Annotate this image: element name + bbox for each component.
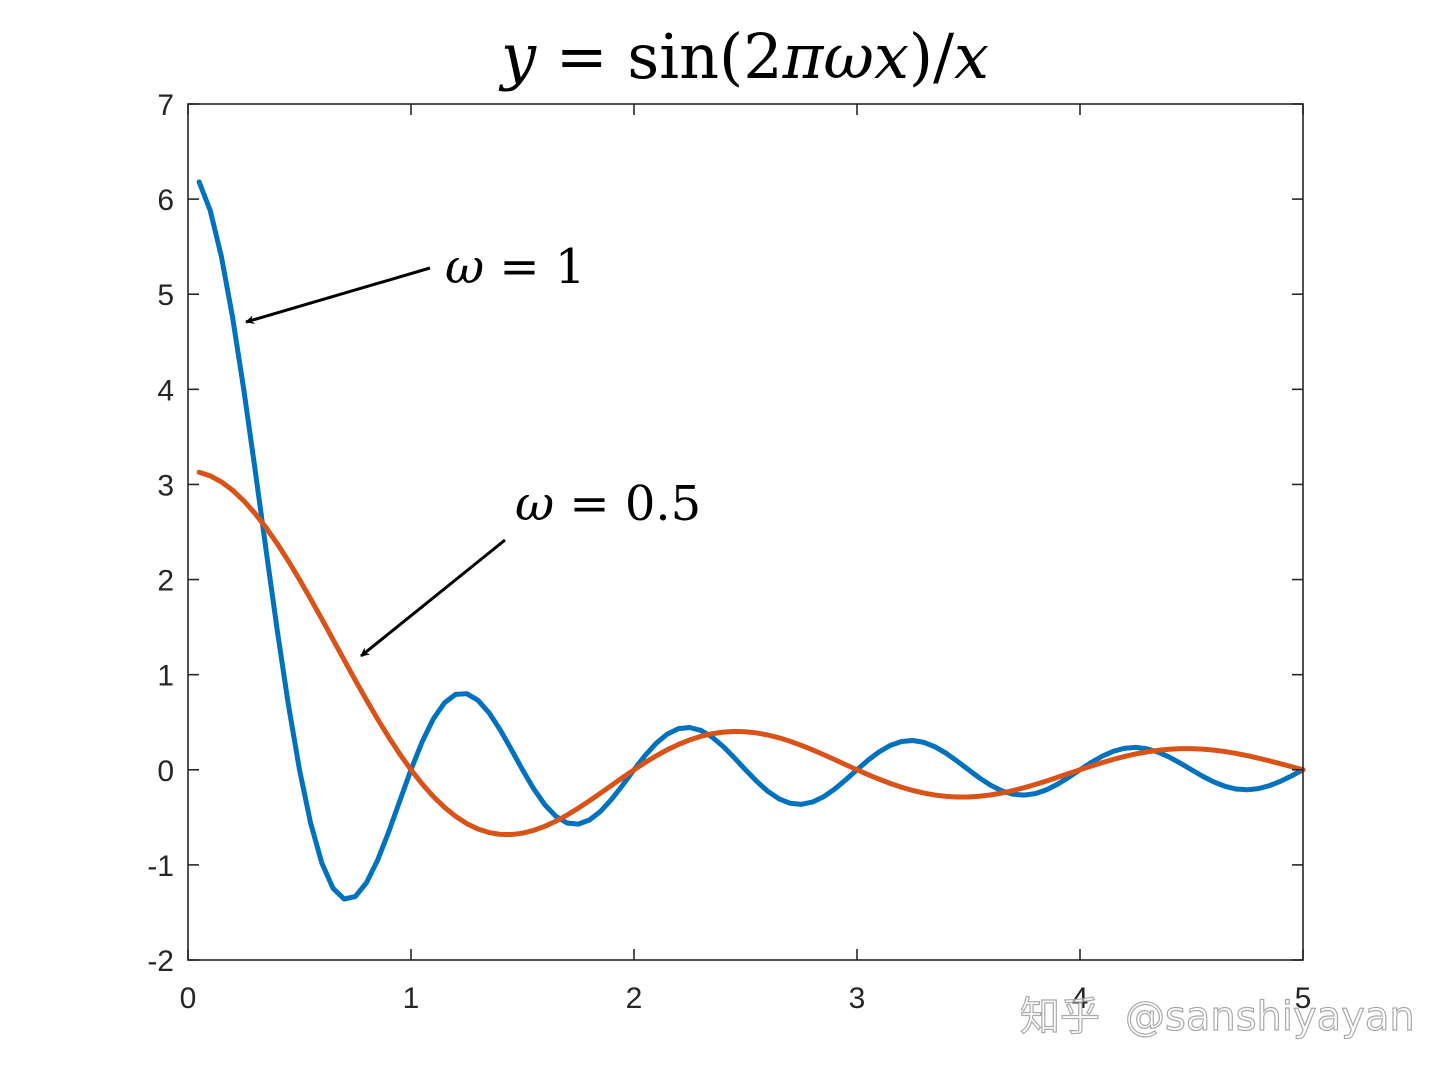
annotation-omega-05: ω = 0.5 [360,476,701,658]
annotation-omega-1-rest: = 1 [484,239,585,295]
series-group [196,179,1306,902]
title-close: )/ [909,20,954,93]
axes-background [188,104,1303,960]
x-tick-label: 4 [1072,982,1089,1015]
annotation-omega-1-symbol: ω [445,239,484,295]
y-tick-label: -1 [147,850,174,883]
title-x2: x [954,20,989,93]
watermark-handle: @sanshiyayan [1125,994,1415,1040]
y-tick-label: 3 [157,469,174,502]
chart-title: y = sin(2πωx)/x [498,20,989,93]
title-x: x [874,20,909,93]
title-fn: sin [627,20,719,93]
plot-area: 0 1 2 3 4 5 -2 -1 0 1 2 3 4 5 6 7 [147,89,1311,1015]
y-tick-label: 7 [157,89,174,122]
y-tick-label: -2 [147,945,174,978]
axes-box [187,103,1304,961]
annotation-omega-05-rest: = 0.5 [554,476,701,532]
x-tick-label: 1 [403,982,420,1015]
watermark-site: 知乎 [1020,994,1100,1040]
x-tick-label: 0 [180,982,197,1015]
y-tick-label: 6 [157,184,174,217]
y-tick-label: 4 [157,374,174,407]
series-line-1 [196,179,1306,902]
ticks-group: 0 1 2 3 4 5 -2 -1 0 1 2 3 4 5 6 7 [147,89,1311,1015]
annotation-arrow-omega-05 [360,538,506,658]
annotation-omega-1: ω = 1 [245,239,585,325]
title-pi: π [782,20,825,93]
x-tick-label: 5 [1295,982,1312,1015]
x-tick-label: 3 [849,982,866,1015]
y-tick-label: 2 [157,565,174,598]
y-tick-label: 5 [157,279,174,312]
annotation-label-omega-05: ω = 0.5 [515,476,701,532]
x-tick-label: 2 [626,982,643,1015]
y-tick-label: 0 [157,755,174,788]
y-tick-label: 1 [157,660,174,693]
title-eq: = [536,20,627,93]
series-line-2 [196,469,1306,838]
watermark: 知乎 @sanshiyayan [1019,993,1415,1040]
title-omega: ω [823,20,874,93]
title-y: y [498,20,537,93]
annotation-arrow-omega-1 [245,266,431,325]
title-open: (2 [719,20,783,93]
annotation-omega-05-symbol: ω [515,476,554,532]
annotation-label-omega-1: ω = 1 [445,239,585,295]
